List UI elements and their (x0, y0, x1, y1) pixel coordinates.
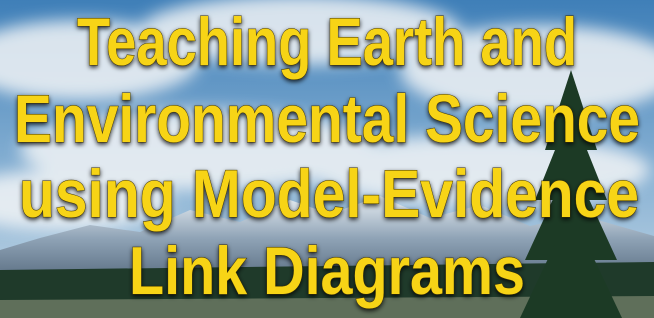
title-line: Environmental Science (14, 81, 640, 157)
title-line: Link Diagrams (129, 233, 525, 309)
banner: Teaching Earth and Environmental Science… (0, 0, 654, 318)
page: Teaching Earth and Environmental Science… (0, 0, 654, 318)
title-line: Teaching Earth and (77, 4, 577, 80)
title-line: using Model-Evidence (19, 156, 639, 232)
